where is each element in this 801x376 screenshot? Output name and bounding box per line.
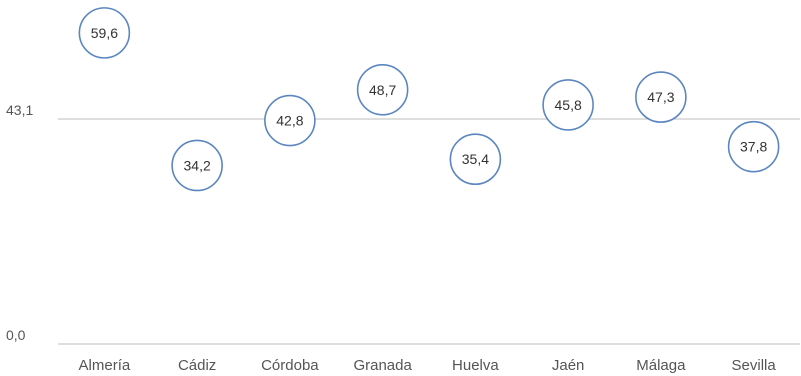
data-point-label: 47,3 <box>647 89 674 105</box>
data-point-marker <box>171 139 223 192</box>
x-category-label: Jaén <box>552 357 585 374</box>
data-point-label: 48,7 <box>369 82 396 98</box>
data-point-marker <box>449 133 502 185</box>
data-point-marker <box>264 94 316 147</box>
data-point-marker <box>542 79 594 131</box>
data-point-label: 37,8 <box>740 139 767 155</box>
y-tick-label: 0,0 <box>6 327 26 343</box>
label-layer: Almería Cádiz Córdoba Granada Huelva Jaén Mála… <box>79 25 777 374</box>
data-point-label: 45,8 <box>555 97 582 113</box>
x-category-label: Sevilla <box>732 357 777 374</box>
data-point-marker <box>635 71 687 123</box>
x-category-label: Granada <box>353 357 412 374</box>
x-category-label: Almería <box>79 357 131 374</box>
data-point-marker <box>78 7 131 59</box>
x-category-label: Córdoba <box>261 357 319 374</box>
x-category-label: Huelva <box>452 357 499 374</box>
y-tick-label: 43,1 <box>6 102 33 118</box>
data-point-label: 42,8 <box>276 113 303 129</box>
data-point-marker <box>727 120 780 173</box>
data-point-label: 59,6 <box>91 25 118 41</box>
data-point-label: 35,4 <box>462 151 489 167</box>
axis-layer: 0,0 43,1 <box>6 102 800 345</box>
data-point-marker <box>356 63 409 116</box>
x-category-label: Málaga <box>636 357 686 374</box>
marker-layer <box>78 7 780 192</box>
data-point-label: 34,2 <box>184 157 211 173</box>
x-category-label: Cádiz <box>178 357 216 374</box>
